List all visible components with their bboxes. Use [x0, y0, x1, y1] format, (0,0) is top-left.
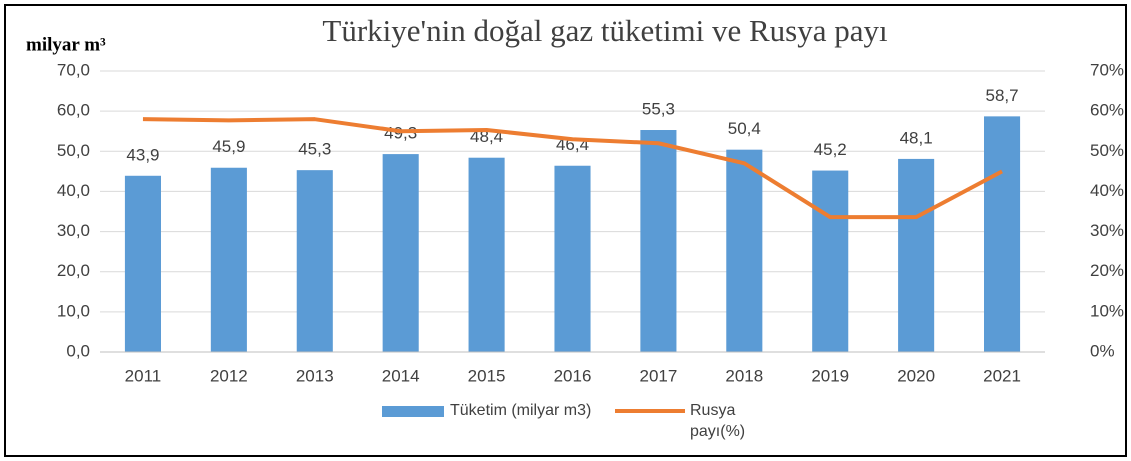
x-tick-label: 2019: [811, 366, 849, 385]
y-tick-label: 40,0: [57, 181, 90, 200]
x-tick-label: 2018: [725, 366, 763, 385]
bar: [898, 158, 935, 352]
y2-tick-label: 20%: [1090, 261, 1124, 280]
x-tick-label: 2015: [468, 366, 506, 385]
y-tick-label: 60,0: [57, 101, 90, 120]
y-tick-label: 10,0: [57, 301, 90, 320]
bar: [726, 149, 763, 352]
data-label: 45,2: [814, 140, 847, 159]
y2-tick-label: 60%: [1090, 101, 1124, 120]
y2-tick-label: 70%: [1090, 60, 1124, 79]
legend-swatch: [615, 409, 685, 413]
data-label: 45,9: [212, 137, 245, 156]
x-tick-label: 2014: [382, 366, 420, 385]
y-tick-label: 20,0: [57, 261, 90, 280]
data-label: 48,1: [900, 128, 933, 147]
y-tick-label: 30,0: [57, 221, 90, 240]
x-tick-label: 2016: [554, 366, 592, 385]
x-tick-label: 2012: [210, 366, 248, 385]
x-tick-label: 2011: [125, 366, 162, 385]
data-label: 50,4: [728, 119, 761, 138]
bar: [382, 154, 419, 352]
bar: [210, 167, 247, 352]
bar: [640, 130, 677, 352]
y-axis-label: milyar m³: [26, 34, 106, 55]
y2-tick-label: 10%: [1090, 301, 1124, 320]
y2-tick-label: 40%: [1090, 181, 1124, 200]
legend-label: Tüketim (milyar m3): [450, 402, 592, 419]
line-series: [142, 117, 1003, 220]
x-tick-label: 2013: [296, 366, 334, 385]
bar: [124, 175, 161, 352]
x-tick-label: 2017: [639, 366, 677, 385]
data-label: 55,3: [642, 99, 675, 118]
y-tick-label: 50,0: [57, 141, 90, 160]
y-tick-label: 70,0: [57, 60, 90, 79]
bar: [812, 170, 849, 352]
y-tick-label: 0,0: [66, 341, 90, 360]
chart-title: Türkiye'nin doğal gaz tüketimi ve Rusya …: [322, 13, 888, 48]
legend-label: Rusya payı(%): [690, 402, 746, 440]
y2-tick-label: 50%: [1090, 141, 1124, 160]
data-label: 43,9: [126, 145, 159, 164]
x-tick-label: 2021: [983, 366, 1021, 385]
bar: [468, 157, 505, 352]
x-tick-label: 2020: [897, 366, 935, 385]
y2-tick-label: 0%: [1090, 341, 1115, 360]
data-label: 58,7: [985, 86, 1018, 105]
data-label: 45,3: [298, 140, 331, 159]
legend-swatch: [382, 406, 444, 417]
bar: [984, 116, 1021, 353]
y2-tick-label: 30%: [1090, 221, 1124, 240]
frame: [4, 4, 1127, 457]
bar: [554, 165, 591, 352]
bar: [296, 170, 333, 352]
